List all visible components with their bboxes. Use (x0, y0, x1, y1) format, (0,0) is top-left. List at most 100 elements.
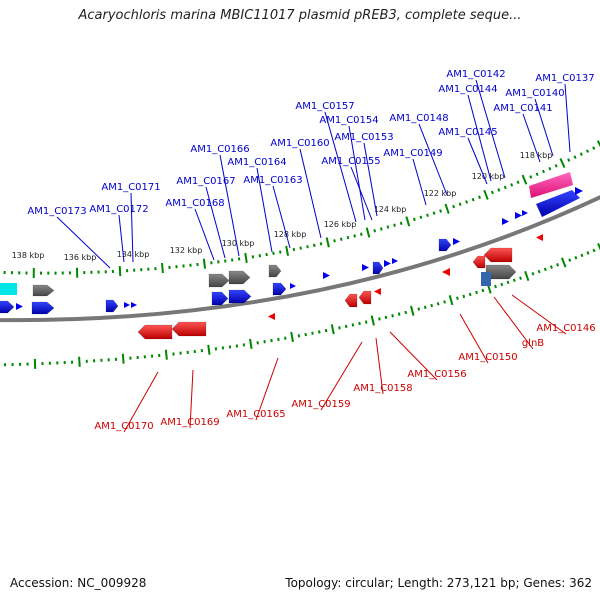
outer-ruler-tick (339, 237, 343, 241)
outer-ruler-tick (510, 183, 514, 187)
inner-ruler-tick (290, 331, 294, 343)
inner-ruler-tick (456, 296, 459, 300)
outer-ruler-tick (299, 246, 302, 250)
minus-gene-label-leader (459, 313, 489, 364)
plus-gene-label: AM1_C0163 (243, 175, 302, 186)
plus-gene-label-leader (299, 148, 322, 239)
minus-gene-arrow (536, 234, 543, 241)
kbp-tick-label: 126 kbp (324, 220, 357, 229)
minus-gene-label-leader (255, 357, 279, 421)
inner-ruler-tick (284, 336, 287, 340)
kbp-tick-label: 138 kbp (12, 251, 45, 260)
inner-ruler-tick (448, 295, 454, 306)
minus-gene-arrow (374, 288, 381, 295)
minus-gene-label: AM1_C0169 (160, 417, 219, 428)
kbp-tick-label: 132 kbp (170, 246, 203, 255)
inner-ruler-tick (462, 294, 466, 299)
outer-ruler-tick (393, 223, 396, 227)
outer-ruler-tick (548, 166, 552, 171)
plus-gene-arrow (0, 300, 15, 314)
plus-gene-label: AM1_C0144 (438, 84, 497, 95)
outer-ruler-tick (325, 237, 330, 248)
outer-ruler-tick (279, 250, 282, 254)
plus-gene-label-leader (272, 185, 291, 249)
outer-ruler-tick (373, 229, 377, 233)
inner-ruler-tick (537, 269, 541, 274)
plus-gene-label: AM1_C0160 (270, 138, 329, 149)
cyan-feature (0, 283, 17, 295)
plus-gene-arrow (290, 283, 296, 289)
outer-ruler-tick (432, 211, 436, 215)
minus-gene-label-leader (389, 331, 438, 381)
inner-ruler-tick (358, 321, 361, 326)
inner-ruler-tick (531, 272, 535, 276)
plus-gene-label: AM1_C0155 (321, 156, 380, 167)
inner-ruler-tick (519, 276, 522, 280)
outer-ruler-tick (399, 221, 403, 226)
plus-gene-label-leader (363, 142, 378, 217)
minus-gene-label: AM1_C0150 (458, 352, 517, 363)
outer-ruler-tick (554, 164, 558, 168)
inner-ruler-tick (324, 328, 328, 333)
outer-ruler-tick (465, 200, 469, 204)
inner-ruler-tick (351, 323, 355, 327)
plus-gene-label: AM1_C0168 (165, 198, 224, 209)
inner-ruler-tick (592, 248, 596, 253)
plus-gene-label-leader (522, 113, 541, 163)
inner-ruler-tick (423, 305, 427, 310)
plus-gene-label-leader (130, 192, 134, 263)
inner-ruler-tick (409, 305, 415, 316)
minus-gene-arrow (483, 247, 513, 263)
outer-ruler-tick (585, 149, 590, 153)
outer-ruler-tick (272, 251, 275, 255)
plus-gene-label-leader (56, 216, 111, 269)
pseudo-gene-box (481, 272, 491, 286)
plus-gene-arrow (31, 301, 55, 315)
inner-ruler-tick (311, 331, 314, 335)
plus-gene-label: AM1_C0173 (27, 206, 86, 217)
inner-ruler-tick (304, 332, 307, 337)
outer-ruler-tick (478, 195, 482, 200)
plus-gene-arrow (438, 238, 452, 252)
inner-ruler-tick (338, 326, 341, 330)
accession-text: Accession: NC_009928 (10, 576, 147, 590)
pseudo-gene-box (32, 284, 55, 297)
inner-ruler-tick (468, 292, 472, 297)
inner-ruler-tick (580, 253, 584, 258)
inner-ruler-tick (207, 344, 211, 355)
plus-gene-label: AM1_C0157 (295, 101, 354, 112)
minus-gene-label: AM1_C0159 (291, 399, 350, 410)
inner-ruler-tick (500, 282, 504, 287)
plus-gene-arrow (372, 261, 384, 275)
plus-gene-arrow (384, 260, 391, 267)
plus-gene-label-leader (467, 94, 492, 182)
outer-ruler-tick (516, 180, 520, 185)
minus-gene-arrow (137, 324, 173, 340)
inner-ruler-tick (436, 302, 440, 306)
outer-ruler-tick (353, 234, 356, 238)
plus-gene-arrow (16, 303, 23, 310)
minus-gene-arrow (472, 255, 486, 269)
outer-ruler-tick (319, 242, 323, 246)
inner-ruler-tick (556, 263, 560, 267)
outer-ruler-tick (503, 185, 507, 190)
minus-gene-arrow (442, 268, 450, 276)
plus-gene-label: AM1_C0154 (319, 115, 378, 126)
outer-ruler-tick (419, 215, 423, 220)
inner-ruler-tick (506, 280, 510, 285)
topology-summary: Topology: circular; Length: 273,121 bp; … (285, 576, 592, 590)
inner-ruler-tick (568, 258, 572, 262)
inner-ruler-tick (543, 267, 547, 272)
minus-gene-arrow (358, 290, 372, 305)
kbp-tick-label: 128 kbp (274, 230, 307, 239)
plus-gene-label: AM1_C0137 (535, 73, 594, 84)
outer-ruler-tick (118, 266, 122, 277)
outer-ruler-tick (306, 245, 309, 249)
inner-ruler-tick (277, 337, 280, 342)
pseudo-gene-box (268, 264, 282, 278)
plus-gene-label-leader (324, 111, 357, 223)
outer-ruler-tick (497, 188, 501, 192)
minus-gene-arrow (171, 321, 207, 337)
